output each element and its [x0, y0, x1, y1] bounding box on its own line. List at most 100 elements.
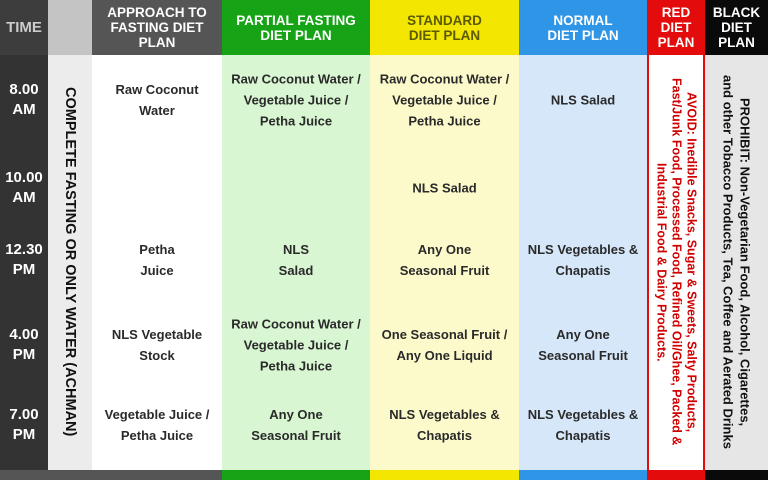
meal-cell: Vegetable Juice / Petha Juice [92, 404, 222, 446]
text-line: Any One Liquid [396, 348, 493, 363]
meal-cell: NLS Salad [519, 90, 647, 111]
text-line: PLAN [718, 35, 755, 50]
meal-cell: One Seasonal Fruit / Any One Liquid [370, 324, 519, 366]
text-line: 4.00 [9, 326, 39, 343]
red-diet-text: AVOID: Inedible Snacks, Sugar & Sweets, … [649, 62, 703, 462]
meal-cell: Raw Coconut Water / Vegetable Juice / Peth… [222, 314, 370, 377]
text-line: Chapatis [555, 428, 611, 443]
text-line: Seasonal Fruit [538, 348, 628, 363]
text-line: BLACK [712, 5, 761, 20]
black-diet-text: PROHIBIT: Non-Vegetarian Food, Alcohol, … [705, 62, 768, 462]
text-line: Petha Juice [259, 113, 333, 129]
text-line: NLS Salad [412, 180, 477, 196]
text-line: 12.30 [5, 241, 43, 258]
meal-cell: Raw Coconut Water / Vegetable Juice / Peth… [370, 69, 519, 132]
text-line: DIET PLAN [408, 27, 481, 43]
text-line: Raw Coconut Water / [231, 316, 361, 332]
column-header: PARTIAL FASTING DIET PLAN [222, 0, 370, 55]
meal-cell: NLS Vegetable Stock [92, 324, 222, 366]
text-line: Stock [139, 348, 175, 363]
text-line: 8.00 [9, 81, 39, 98]
meal-cell: NLS Vegetables & Chapatis [519, 404, 647, 446]
time-label: 7.00 PM [0, 405, 48, 445]
text-line: PM [12, 261, 36, 278]
time-label: 8.00 AM [0, 80, 48, 120]
text-line: Petha Juice [408, 113, 481, 129]
text-line: Raw Coconut Water / [231, 71, 361, 87]
meal-cell: Any One Seasonal Fruit [519, 324, 647, 366]
footer-strip [705, 470, 768, 480]
text-line: PM [12, 346, 36, 363]
text-line: NLS Vegetable [111, 327, 203, 342]
column-body [370, 0, 519, 480]
text-line: Seasonal Fruit [251, 428, 341, 443]
text-line: NLS Vegetables & [527, 407, 639, 422]
text-line: FASTING DIET [110, 20, 204, 35]
text-line: DIET [721, 20, 752, 35]
column-body [222, 0, 370, 480]
meal-cell: NLS Vegetables & Chapatis [370, 404, 519, 446]
meal-cell: Any One Seasonal Fruit [222, 404, 370, 446]
meal-cell: NLS Salad [222, 239, 370, 281]
text-line: Any One [417, 242, 472, 257]
text-line: DIET PLAN [547, 27, 619, 43]
text-line: DIET PLAN [260, 27, 332, 43]
text-line: Seasonal Fruit [399, 263, 490, 278]
text-line: PROHIBIT: Non-Vegetarian Food, Alcohol, … [737, 97, 753, 427]
time-label: 4.00 PM [0, 325, 48, 365]
text-line: and other Tobacco Products, Tea, Coffee … [720, 75, 736, 449]
text-line: Raw Coconut [115, 82, 199, 97]
fasting-column [48, 0, 92, 480]
text-line: RED [661, 5, 691, 20]
text-line: NORMAL [553, 12, 613, 28]
text-line: NLS [283, 242, 309, 257]
text-line: Raw Coconut Water / [379, 71, 510, 87]
time-column [0, 0, 48, 480]
text-line: Chapatis [555, 263, 611, 278]
text-line: Petha [139, 242, 175, 257]
text-line: NLS Salad [550, 92, 616, 108]
column-header: BLACK DIET PLAN [705, 0, 768, 55]
column-header: STANDARD DIET PLAN [370, 0, 519, 55]
text-line: Vegetable Juice / [243, 337, 349, 353]
meal-cell: Raw Coconut Water / Vegetable Juice / Peth… [222, 69, 370, 132]
text-line: AM [12, 101, 36, 118]
text-line: PM [12, 426, 36, 443]
time-label: 12.30 PM [0, 240, 48, 280]
text-line: One Seasonal Fruit / [381, 327, 508, 342]
footer-strip [92, 470, 222, 480]
text-line: DIET [660, 20, 692, 35]
text-line: 10.00 [5, 169, 43, 186]
text-line: Any One [556, 327, 610, 342]
time-label: 10.00 AM [0, 168, 48, 208]
text-line: Vegetable Juice / [104, 407, 210, 422]
meal-cell: NLS Salad [370, 178, 519, 199]
footer-strip [647, 470, 705, 480]
text-line: Vegetable Juice / [392, 92, 497, 108]
text-line: PLAN [657, 35, 695, 50]
text-line: NLS Vegetables & [389, 407, 500, 422]
text-line: Juice [140, 263, 174, 278]
column-body [519, 0, 647, 480]
meal-cell: NLS Vegetables & Chapatis [519, 239, 647, 281]
complete-fasting: COMPLETE FASTING OR ONLY WATER (ACHMAN) [62, 87, 78, 437]
footer-strip [519, 470, 647, 480]
text-line: Vegetable Juice / [243, 92, 349, 108]
text-line: PARTIAL FASTING [236, 12, 356, 28]
text-line: Any One [269, 407, 323, 422]
text-line: STANDARD [407, 12, 482, 28]
text-line: NLS Vegetables & [527, 242, 639, 257]
column-header: APPROACH TO FASTING DIET PLAN [92, 0, 222, 55]
footer-strip [370, 470, 519, 480]
text-line: Fast/Junk Food, Processed Food, Refined … [669, 78, 684, 446]
column-body [705, 0, 768, 480]
text-line: Salad [278, 263, 314, 278]
meal-cell: Petha Juice [92, 239, 222, 281]
text-line: Industrial Food & Dairy Products. [654, 162, 669, 362]
text-line: Petha Juice [259, 358, 333, 374]
text-line: PLAN [138, 35, 176, 50]
text-line: AM [12, 189, 36, 206]
text-line: AVOID: Inedible Snacks, Sugar & Sweets, … [684, 91, 699, 433]
column-header: NORMAL DIET PLAN [519, 0, 647, 55]
